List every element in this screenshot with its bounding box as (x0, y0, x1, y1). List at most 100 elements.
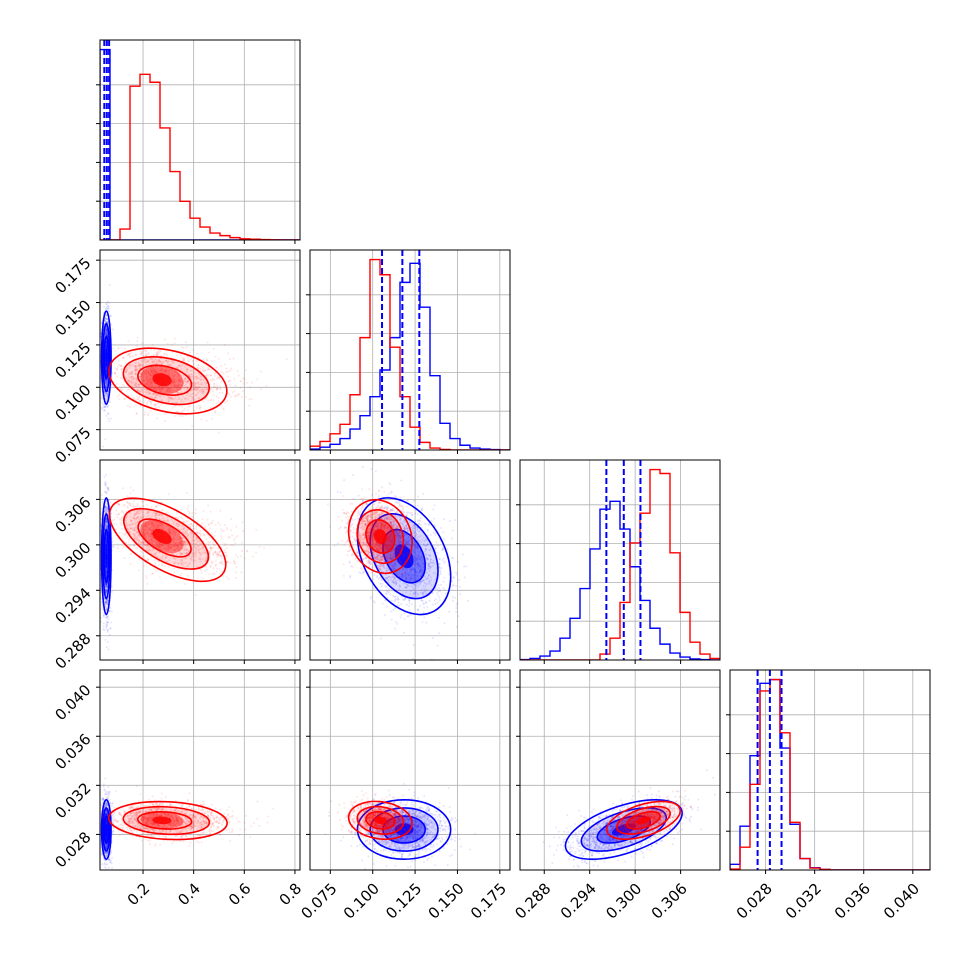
red-sample-point (154, 370, 157, 373)
blue-sample-point (104, 332, 107, 335)
red-sample-point (192, 554, 195, 557)
red-sample-point (173, 386, 176, 389)
red-sample-point (212, 347, 215, 350)
blue-sample-point (105, 499, 108, 502)
blue-sample-point (105, 591, 108, 594)
blue-sample-point (105, 332, 108, 335)
red-sample-point (217, 431, 220, 434)
red-sample-point (221, 561, 224, 564)
red-sample-point (146, 400, 149, 403)
red-sample-point (144, 375, 147, 378)
red-sample-point (221, 391, 224, 394)
blue-sample-point (105, 525, 108, 528)
red-sample-point (156, 387, 159, 390)
red-sample-point (151, 361, 154, 364)
red-sample-point (178, 386, 181, 389)
red-sample-point (120, 386, 123, 389)
red-sample-point (176, 544, 179, 547)
red-sample-point (172, 362, 175, 365)
red-sample-point (182, 382, 185, 385)
blue-sample-point (105, 537, 108, 540)
red-sample-point (173, 384, 176, 387)
red-sample-point (160, 391, 163, 394)
red-sample-point (151, 371, 154, 374)
blue-sample-point (104, 623, 107, 626)
blue-sample-point (105, 568, 108, 571)
red-sample-point (197, 376, 200, 379)
red-sample-point (197, 388, 200, 391)
red-sample-point (176, 373, 179, 376)
blue-sample-point (106, 332, 109, 335)
red-sample-point (173, 381, 176, 384)
red-sample-point (179, 376, 182, 379)
blue-sample-point (108, 633, 111, 636)
red-sample-point (196, 382, 199, 385)
red-sample-point (192, 381, 195, 384)
red-sample-point (149, 381, 152, 384)
red-sample-point (192, 534, 195, 537)
red-sample-point (195, 375, 198, 378)
blue-sample-point (105, 522, 108, 525)
red-sample-point (195, 393, 198, 396)
blue-sample-point (100, 321, 103, 324)
red-sample-point (191, 396, 194, 399)
blue-sample-point (100, 407, 103, 410)
red-sample-point (219, 509, 222, 512)
red-sample-point (163, 353, 166, 356)
red-sample-point (116, 395, 119, 398)
red-sample-point (180, 374, 183, 377)
red-sample-point (177, 373, 180, 376)
red-sample-point (135, 385, 138, 388)
red-sample-point (153, 387, 156, 390)
blue-sample-point (105, 601, 108, 604)
blue-sample-point (103, 405, 106, 408)
blue-sample-point (107, 412, 110, 415)
red-sample-point (226, 375, 229, 378)
red-sample-point (194, 386, 197, 389)
red-sample-point (114, 372, 117, 375)
red-sample-point (202, 366, 205, 369)
red-sample-point (197, 368, 200, 371)
red-sample-point (229, 379, 232, 382)
red-sample-point (148, 399, 151, 402)
red-sample-point (248, 404, 251, 407)
red-sample-point (236, 370, 239, 373)
blue-sample-point (106, 510, 109, 513)
red-sample-point (178, 374, 181, 377)
red-sample-point (155, 540, 158, 543)
blue-sample-point (104, 600, 107, 603)
blue-sample-point (106, 318, 109, 321)
red-sample-point (166, 342, 169, 345)
red-sample-point (150, 387, 153, 390)
red-sample-point (190, 555, 193, 558)
red-sample-point (202, 400, 205, 403)
red-sample-point (130, 377, 133, 380)
red-sample-point (145, 383, 148, 386)
red-sample-point (196, 387, 199, 390)
red-sample-point (175, 389, 178, 392)
red-sample-point (177, 389, 180, 392)
red-sample-point (137, 533, 140, 536)
red-sample-point (134, 373, 137, 376)
red-sample-point (182, 380, 185, 383)
red-sample-point (150, 369, 153, 372)
blue-sample-point (106, 624, 109, 627)
red-sample-point (130, 352, 133, 355)
red-sample-point (134, 365, 137, 368)
axes-frame (99, 249, 301, 451)
red-sample-point (210, 360, 213, 363)
blue-sample-point (104, 484, 107, 487)
blue-sample-point (104, 603, 107, 606)
red-sample-point (140, 375, 143, 378)
red-sample-point (139, 375, 142, 378)
red-sample-point (145, 363, 148, 366)
blue-sample-point (105, 583, 108, 586)
red-sample-point (178, 364, 181, 367)
red-sample-point (133, 386, 136, 389)
red-sample-point (127, 373, 130, 376)
red-sample-point (132, 532, 135, 535)
red-sample-point (168, 526, 171, 529)
red-sample-point (149, 522, 152, 525)
red-sample-point (169, 389, 172, 392)
blue-sample-point (105, 368, 108, 371)
